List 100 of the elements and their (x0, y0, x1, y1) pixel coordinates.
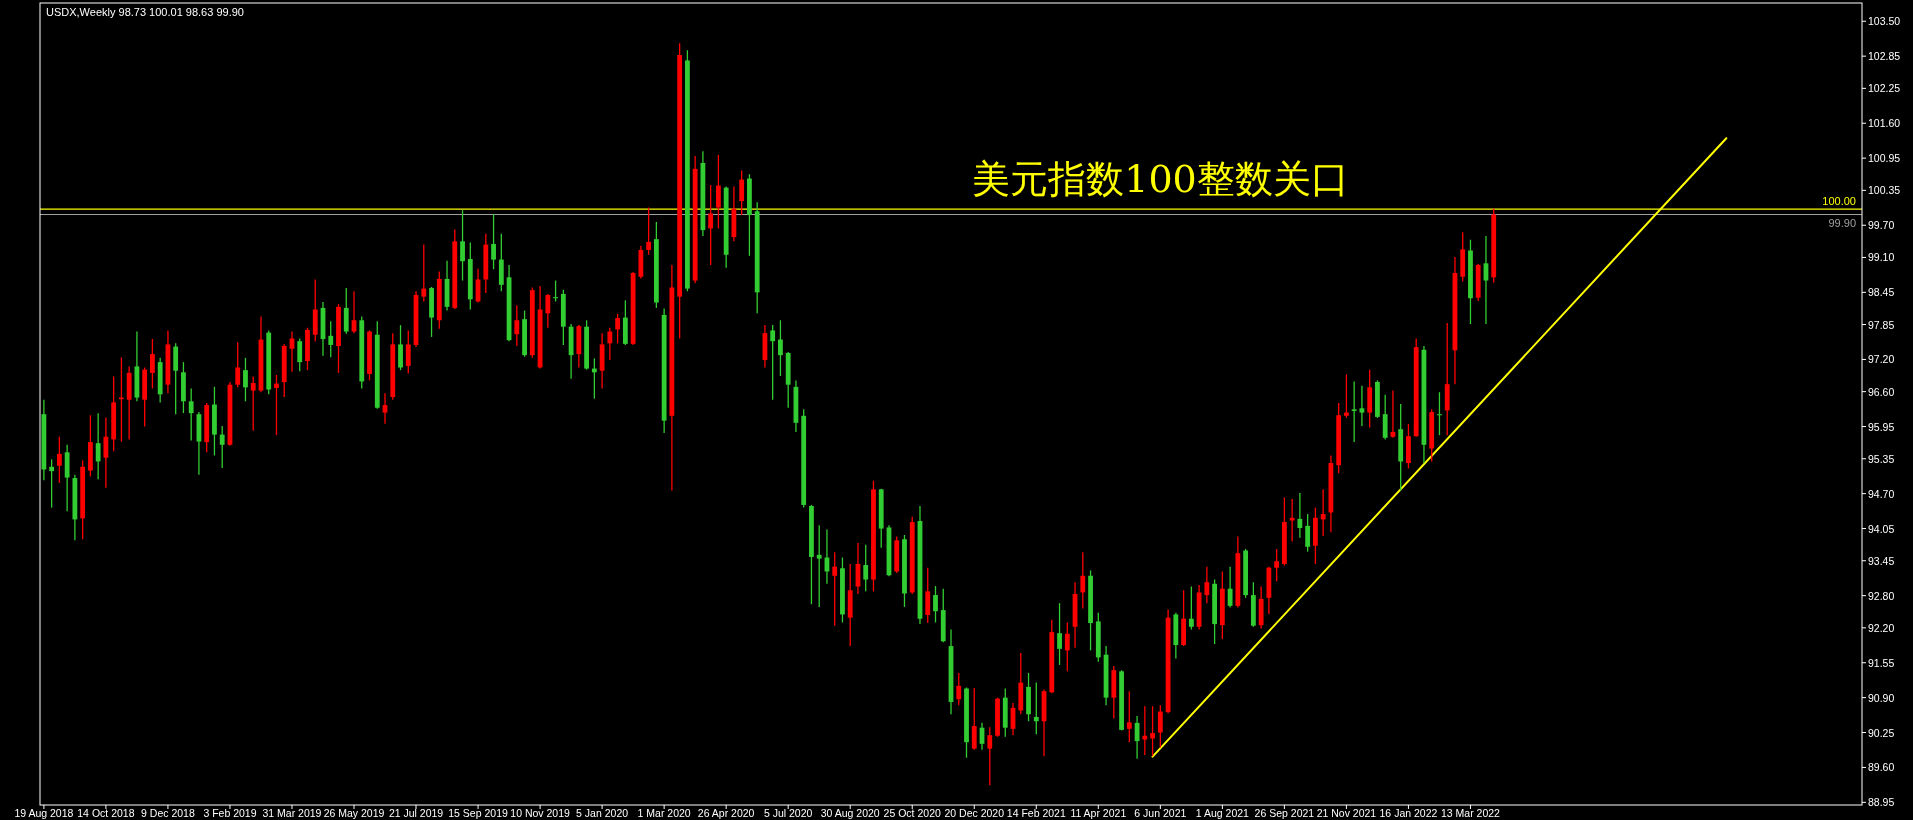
x-tick-label: 14 Oct 2018 (77, 807, 135, 819)
y-tick-label: 96.60 (1868, 385, 1895, 398)
x-tick-label: 11 Apr 2021 (1070, 807, 1127, 819)
x-tick-label: 16 Jan 2022 (1379, 807, 1438, 819)
y-tick-label: 92.80 (1868, 589, 1895, 602)
candlestick (716, 154, 721, 230)
y-tick-label: 98.45 (1868, 286, 1895, 299)
candlestick (933, 585, 938, 624)
candlestick (243, 357, 248, 402)
candlestick (49, 458, 55, 509)
candlestick (1150, 705, 1155, 757)
x-tick-label: 19 Aug 2018 (14, 807, 74, 819)
y-tick-label: 90.25 (1868, 726, 1895, 739)
x-tick-label: 26 Apr 2020 (697, 807, 755, 819)
candlestick (1033, 681, 1039, 735)
chart-title: USDX,Weekly 98.73 100.01 98.63 99.90 (46, 6, 244, 18)
y-tick-label: 99.70 (1868, 219, 1895, 232)
candlestick (1382, 394, 1388, 441)
candlestick (1188, 585, 1194, 631)
y-tick-label: 100.95 (1868, 152, 1901, 165)
x-tick-label: 26 Sep 2021 (1254, 807, 1315, 819)
candlestick (615, 313, 621, 344)
x-tick-label: 13 Mar 2022 (1440, 807, 1501, 819)
y-tick-label: 102.25 (1868, 82, 1901, 95)
candlestick (987, 726, 993, 786)
y-tick-label: 97.85 (1868, 318, 1895, 331)
y-tick-label: 91.55 (1868, 656, 1895, 669)
y-tick-label: 102.85 (1868, 50, 1901, 63)
candlestick (1274, 548, 1280, 582)
candlestick (1227, 566, 1233, 609)
candlestick (405, 329, 411, 375)
candlestick (816, 524, 822, 608)
candlestick (1057, 602, 1062, 666)
candlestick (1142, 705, 1148, 756)
candlestick (1351, 380, 1357, 443)
y-tick-label: 103.50 (1868, 15, 1901, 28)
candlestick (1064, 621, 1070, 672)
y-tick-label: 92.20 (1868, 621, 1895, 634)
candlestick (1126, 690, 1132, 743)
ref-line-label: 99.90 (1828, 216, 1856, 229)
candlestick (956, 672, 962, 706)
x-tick-label: 9 Dec 2018 (141, 807, 195, 819)
candlestick (491, 213, 496, 270)
candlestick (553, 279, 558, 303)
annotation: 美元指数100整数关口 (972, 157, 1349, 202)
y-tick-label: 97.20 (1868, 353, 1895, 366)
x-tick-label: 6 Jun 2021 (1134, 807, 1187, 819)
y-tick-label: 94.70 (1868, 487, 1895, 500)
candlestick (274, 374, 279, 436)
y-tick-label: 93.45 (1868, 554, 1895, 567)
candlestick (514, 304, 520, 347)
candlestick (1305, 513, 1311, 553)
x-tick-label: 3 Feb 2019 (203, 807, 257, 819)
candlestick (545, 293, 551, 329)
y-tick-label: 88.95 (1868, 796, 1895, 809)
y-tick-label: 101.60 (1868, 117, 1901, 130)
candlestick (1437, 391, 1442, 436)
candlestick (770, 324, 776, 401)
candlestick (1359, 385, 1365, 427)
x-tick-label: 31 Mar 2019 (262, 807, 322, 819)
ref-line-label: 100.00 (1822, 195, 1856, 208)
x-tick-label: 14 Feb 2021 (1006, 807, 1066, 819)
candlestick (863, 544, 869, 592)
x-tick-label: 5 Jul 2020 (763, 807, 813, 819)
candlestick (607, 327, 613, 361)
candlestick (150, 338, 155, 390)
candlestick (219, 425, 225, 469)
candlestick (235, 341, 241, 389)
x-tick-label: 21 Nov 2021 (1316, 807, 1377, 819)
y-tick-label: 99.10 (1868, 251, 1895, 264)
candlestick (1080, 551, 1086, 610)
x-tick-label: 25 Oct 2020 (883, 807, 941, 819)
candlestick (832, 551, 838, 627)
y-tick-label: 95.35 (1868, 452, 1895, 465)
candlestick (971, 687, 977, 751)
candlestick (1204, 566, 1210, 604)
x-tick-label: 20 Dec 2020 (944, 807, 1005, 819)
candlestick (778, 319, 783, 377)
candlestick (1297, 492, 1303, 539)
candlestick (421, 243, 427, 303)
candlestick (95, 412, 101, 480)
candlestick (398, 324, 403, 371)
candlestick (1157, 704, 1163, 749)
y-tick-label: 95.95 (1868, 420, 1895, 433)
candlestick (250, 375, 256, 432)
candlestick (1320, 488, 1326, 537)
candlestick (708, 184, 714, 266)
candlestick (1344, 373, 1349, 419)
y-tick-label: 89.60 (1868, 761, 1895, 774)
candlestick (925, 567, 931, 624)
candlestick (297, 337, 303, 372)
candlestick (188, 387, 194, 442)
x-tick-label: 21 Jul 2019 (388, 807, 444, 819)
candlestick (343, 287, 349, 335)
x-tick-label: 1 Mar 2020 (637, 807, 691, 819)
x-tick-label: 15 Sep 2019 (448, 807, 508, 819)
candlestick (328, 320, 334, 358)
candlestick (739, 169, 745, 216)
x-tick-label: 1 Aug 2021 (1195, 807, 1250, 819)
y-tick-label: 90.90 (1868, 691, 1895, 704)
